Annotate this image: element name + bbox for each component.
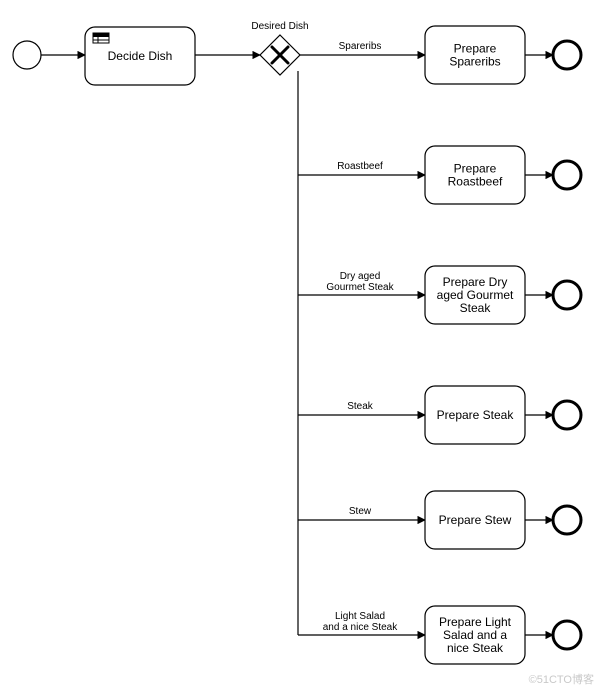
start-event	[13, 41, 41, 69]
svg-text:Prepare Light: Prepare Light	[439, 615, 512, 629]
svg-text:Roastbeef: Roastbeef	[337, 161, 383, 172]
svg-text:©51CTO博客: ©51CTO博客	[529, 672, 594, 686]
svg-text:Stew: Stew	[349, 506, 372, 517]
svg-text:Prepare Dry: Prepare Dry	[443, 275, 508, 289]
svg-text:Prepare Stew: Prepare Stew	[439, 513, 512, 527]
svg-text:Spareribs: Spareribs	[449, 55, 500, 69]
svg-text:Steak: Steak	[460, 301, 492, 315]
end-event-4	[553, 506, 581, 534]
svg-text:Dry aged: Dry aged	[340, 271, 381, 282]
svg-text:and a nice Steak: and a nice Steak	[323, 622, 398, 633]
svg-text:Spareribs: Spareribs	[339, 41, 382, 52]
end-event-1	[553, 161, 581, 189]
svg-text:Prepare Steak: Prepare Steak	[437, 408, 515, 422]
svg-text:Prepare: Prepare	[454, 162, 497, 176]
svg-text:Roastbeef: Roastbeef	[448, 175, 503, 189]
svg-text:Gourmet Steak: Gourmet Steak	[326, 282, 394, 293]
end-event-2	[553, 281, 581, 309]
end-event-5	[553, 621, 581, 649]
svg-text:Prepare: Prepare	[454, 42, 497, 56]
svg-text:Salad and a: Salad and a	[443, 628, 507, 642]
svg-text:nice Steak: nice Steak	[447, 641, 504, 655]
svg-text:Light Salad: Light Salad	[335, 611, 385, 622]
end-event-0	[553, 41, 581, 69]
svg-text:aged Gourmet: aged Gourmet	[437, 288, 514, 302]
end-event-3	[553, 401, 581, 429]
svg-text:Steak: Steak	[347, 401, 374, 412]
svg-text:Desired Dish: Desired Dish	[251, 21, 308, 32]
svg-text:Decide Dish: Decide Dish	[108, 49, 173, 63]
